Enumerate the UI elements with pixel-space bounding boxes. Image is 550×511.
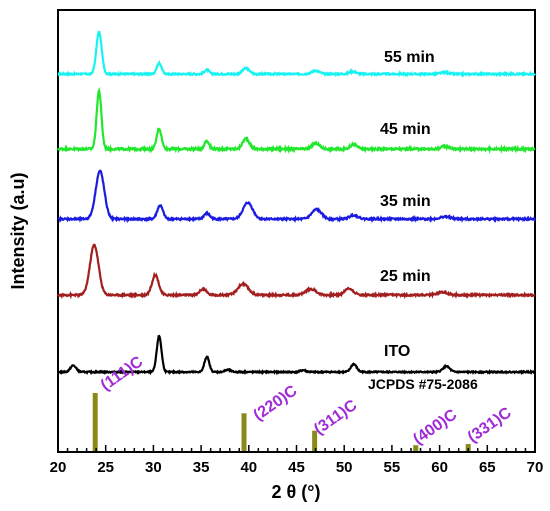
x-tick-label: 20 [50, 459, 67, 476]
reference-peak-label: (311)C [311, 397, 360, 439]
x-tick-label: 60 [431, 459, 448, 476]
reference-stick [413, 445, 419, 451]
series-line-55-min [57, 30, 536, 78]
x-tick-label: 70 [527, 459, 544, 476]
series-label-25-min: 25 min [380, 268, 431, 285]
x-tick-label: 65 [479, 459, 496, 476]
reference-peak-label: (400)C [410, 406, 460, 448]
series-label-55-min: 55 min [384, 49, 435, 66]
x-tick-label: 25 [97, 459, 114, 476]
reference-stick [92, 393, 98, 451]
x-tick-label: 45 [288, 459, 305, 476]
series-label-45-min: 45 min [380, 121, 431, 138]
series-line-ito [57, 334, 536, 376]
series-label-ito: ITO [384, 343, 410, 360]
series-line-45-min [56, 86, 536, 155]
reference-layer: JCPDS #75-2086(111)C(220)C (311)C (400)C (3… [92, 353, 515, 451]
series-layer: 55 min 45 min 35 min 25 min ITO [56, 30, 536, 376]
x-tick-label: 40 [240, 459, 257, 476]
x-axis-title: 2 θ (°) [272, 482, 321, 502]
series-line-25-min [56, 243, 536, 300]
x-tick-label: 30 [145, 459, 162, 476]
x-tick-label: 35 [193, 459, 210, 476]
series-label-35-min: 35 min [380, 193, 431, 210]
y-axis-title: Intensity (a.u) [8, 172, 28, 289]
series-line-35-min [57, 169, 536, 224]
x-tick-label: 55 [384, 459, 401, 476]
reference-stick [241, 413, 247, 451]
reference-label: JCPDS #75-2086 [368, 376, 478, 392]
reference-peak-label: (220)C [251, 382, 301, 424]
reference-stick [465, 444, 471, 451]
x-axis-ticks: 20 25 30 35 40 45 50 55 60 65 70 [50, 445, 544, 476]
reference-stick [312, 430, 318, 451]
reference-peak-label: (331)C [465, 404, 515, 446]
x-tick-label: 50 [336, 459, 353, 476]
